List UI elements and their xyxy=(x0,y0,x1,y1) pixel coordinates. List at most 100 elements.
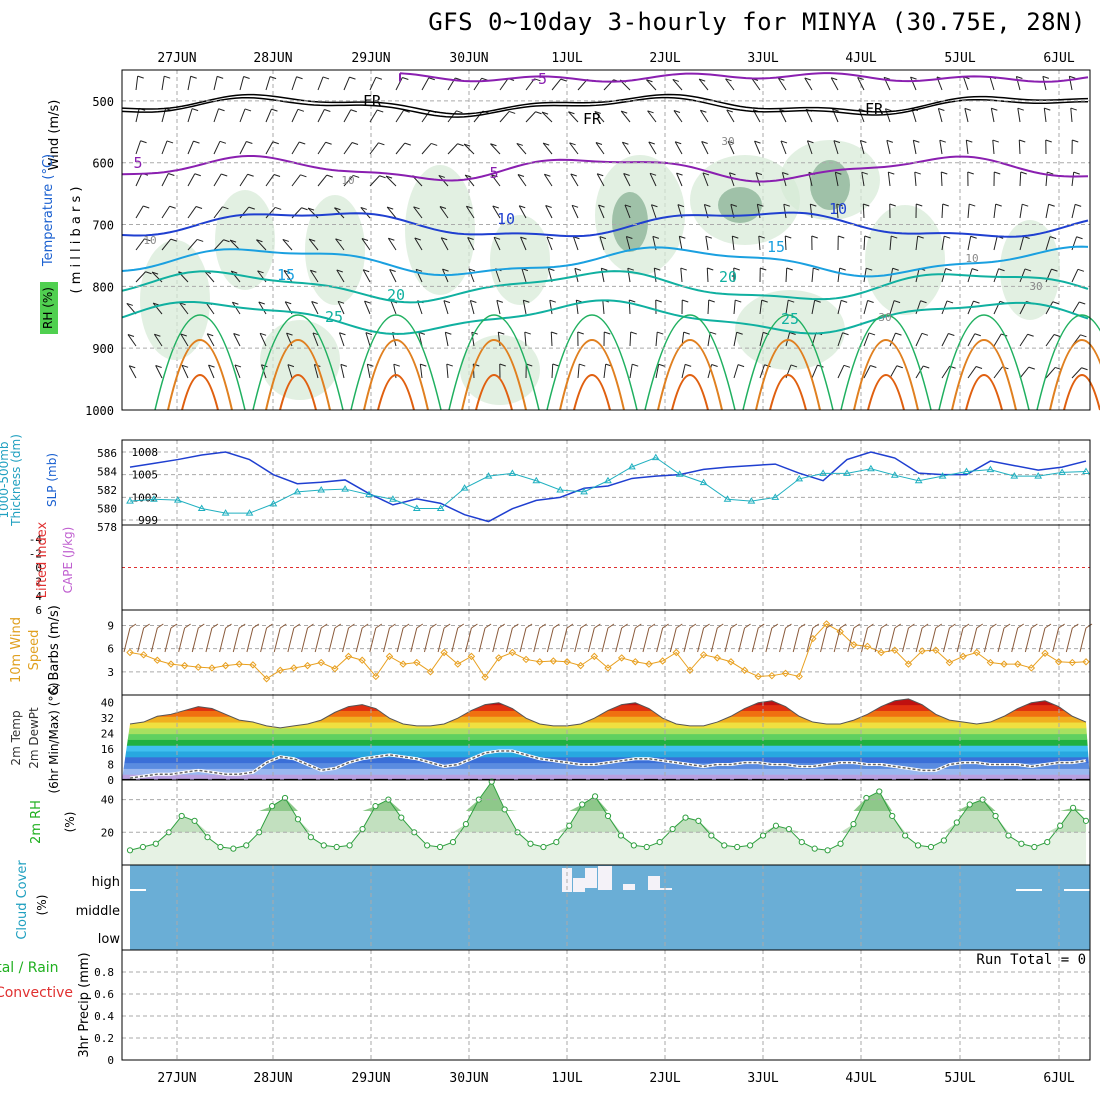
ylabel-cape: CAPE (J/kg) xyxy=(61,527,75,594)
upper-wind-barb-flag xyxy=(843,364,851,368)
wind-speed-point xyxy=(1000,660,1008,668)
upper-wind-barb xyxy=(369,175,380,187)
upper-wind-barb xyxy=(1043,108,1047,123)
dewpoint-halo xyxy=(129,749,1087,780)
wind-barb-flag xyxy=(635,623,642,629)
upper-wind-barb xyxy=(1019,268,1026,283)
upper-wind-barb xyxy=(993,333,1002,347)
upper-wind-barb-flag xyxy=(883,76,891,80)
upper-wind-barb xyxy=(647,110,657,123)
upper-wind-barb-flag xyxy=(842,332,849,336)
wind-barb-flag xyxy=(730,623,738,629)
upper-wind-barb xyxy=(596,173,605,187)
upper-wind-barb xyxy=(135,76,139,91)
rh-point xyxy=(708,832,715,839)
upper-wind-barb xyxy=(758,236,761,251)
upper-wind-barb-flag xyxy=(126,302,133,306)
upper-wind-barb-flag xyxy=(654,267,661,271)
thickness-point xyxy=(150,495,158,502)
upper-wind-barb xyxy=(863,268,867,283)
rh-point xyxy=(501,806,508,813)
upper-wind-barb xyxy=(861,172,865,187)
rh-point xyxy=(811,845,818,852)
upper-wind-barb xyxy=(239,108,246,123)
upper-wind-barb xyxy=(837,365,845,379)
ylabel-millibars: ( m i l l i b a r s ) xyxy=(69,187,84,294)
upper-wind-barb xyxy=(698,78,709,91)
contour-35-loop xyxy=(279,374,317,411)
upper-wind-barb xyxy=(551,78,562,91)
wind-speed-point xyxy=(153,656,162,664)
upper-wind-barb xyxy=(1019,333,1029,347)
upper-wind-barb-flag xyxy=(551,331,558,335)
upper-wind-barb-flag xyxy=(913,139,920,143)
upper-wind-barb-flag xyxy=(683,331,690,335)
thickness-point xyxy=(221,509,230,516)
upper-wind-barb-flag xyxy=(534,78,541,82)
upper-wind-barb xyxy=(291,76,298,91)
wind-barb xyxy=(505,627,513,653)
upper-wind-barb-flag xyxy=(655,299,662,303)
upper-wind-barb-flag xyxy=(627,267,634,271)
upper-wind-barb-flag xyxy=(975,366,983,370)
upper-wind-barb-flag xyxy=(378,142,385,146)
contour-30-loop xyxy=(657,339,723,411)
wind-barb-flag xyxy=(238,623,246,629)
wind-barb-flag xyxy=(484,623,492,629)
rh-point xyxy=(1069,804,1077,811)
upper-wind-barb-flag xyxy=(420,363,427,367)
upper-wind-barb-flag xyxy=(334,207,341,211)
upper-wind-barb-flag xyxy=(813,267,820,271)
wind-barb-flag xyxy=(935,623,943,629)
upper-wind-barb xyxy=(337,301,345,315)
upper-wind-barb-flag xyxy=(393,363,400,367)
upper-wind-barb-flag xyxy=(574,267,582,271)
thickness-point xyxy=(628,462,636,470)
upper-wind-barb-flag xyxy=(232,301,239,305)
upper-wind-barb-flag xyxy=(339,332,346,336)
upper-wind-barb xyxy=(234,364,241,379)
upper-wind-barb-flag xyxy=(197,238,204,242)
rh-point xyxy=(824,847,831,854)
wind-speed-line xyxy=(129,623,1087,680)
li-y-tick: -2 xyxy=(29,547,42,560)
upper-wind-barb-flag xyxy=(520,236,527,240)
upper-wind-barb-flag xyxy=(377,109,384,113)
upper-wind-barb xyxy=(756,204,761,219)
wind-barb xyxy=(1052,627,1060,653)
contour-minus5 xyxy=(399,72,1089,83)
upper-wind-barb-flag xyxy=(735,299,742,303)
wind-barb-flag xyxy=(976,623,984,629)
wind-speed-point xyxy=(1027,664,1036,672)
cloud-high-bar xyxy=(648,876,660,890)
thickness-point xyxy=(580,487,588,495)
upper-wind-barb xyxy=(369,77,377,91)
upper-wind-barb xyxy=(989,76,995,91)
wind-barb-flag xyxy=(839,623,847,629)
upper-wind-barb xyxy=(701,141,709,155)
upper-wind-barb xyxy=(648,141,657,155)
upper-wind-barb-flag xyxy=(153,302,160,306)
wind-speed-point xyxy=(686,666,694,674)
wind-barb-flag xyxy=(716,623,724,629)
upper-wind-barb xyxy=(213,173,222,187)
temp-band xyxy=(122,698,1090,700)
upper-wind-barb xyxy=(834,172,839,187)
upper-wind-barb-flag xyxy=(1051,268,1058,272)
upper-wind-barb xyxy=(910,76,917,91)
upper-wind-barb xyxy=(650,204,657,219)
upper-wind-barb-flag xyxy=(839,267,846,271)
wind-barb-flag xyxy=(580,623,587,629)
upper-wind-barb xyxy=(993,366,1003,379)
upper-wind-barb-flag xyxy=(598,204,605,208)
wind-barb-flag xyxy=(607,623,615,629)
upper-wind-barb xyxy=(282,239,293,251)
upper-wind-barb-flag xyxy=(311,301,318,305)
upper-wind-barb xyxy=(543,173,553,187)
upper-wind-barb-flag xyxy=(840,299,848,303)
upper-wind-barb-flag xyxy=(403,109,410,113)
precip-y-tick: 0.6 xyxy=(94,988,114,1001)
rh-point xyxy=(850,821,857,828)
upper-wind-barb-flag xyxy=(684,363,692,367)
upper-wind-barb xyxy=(1071,269,1079,283)
